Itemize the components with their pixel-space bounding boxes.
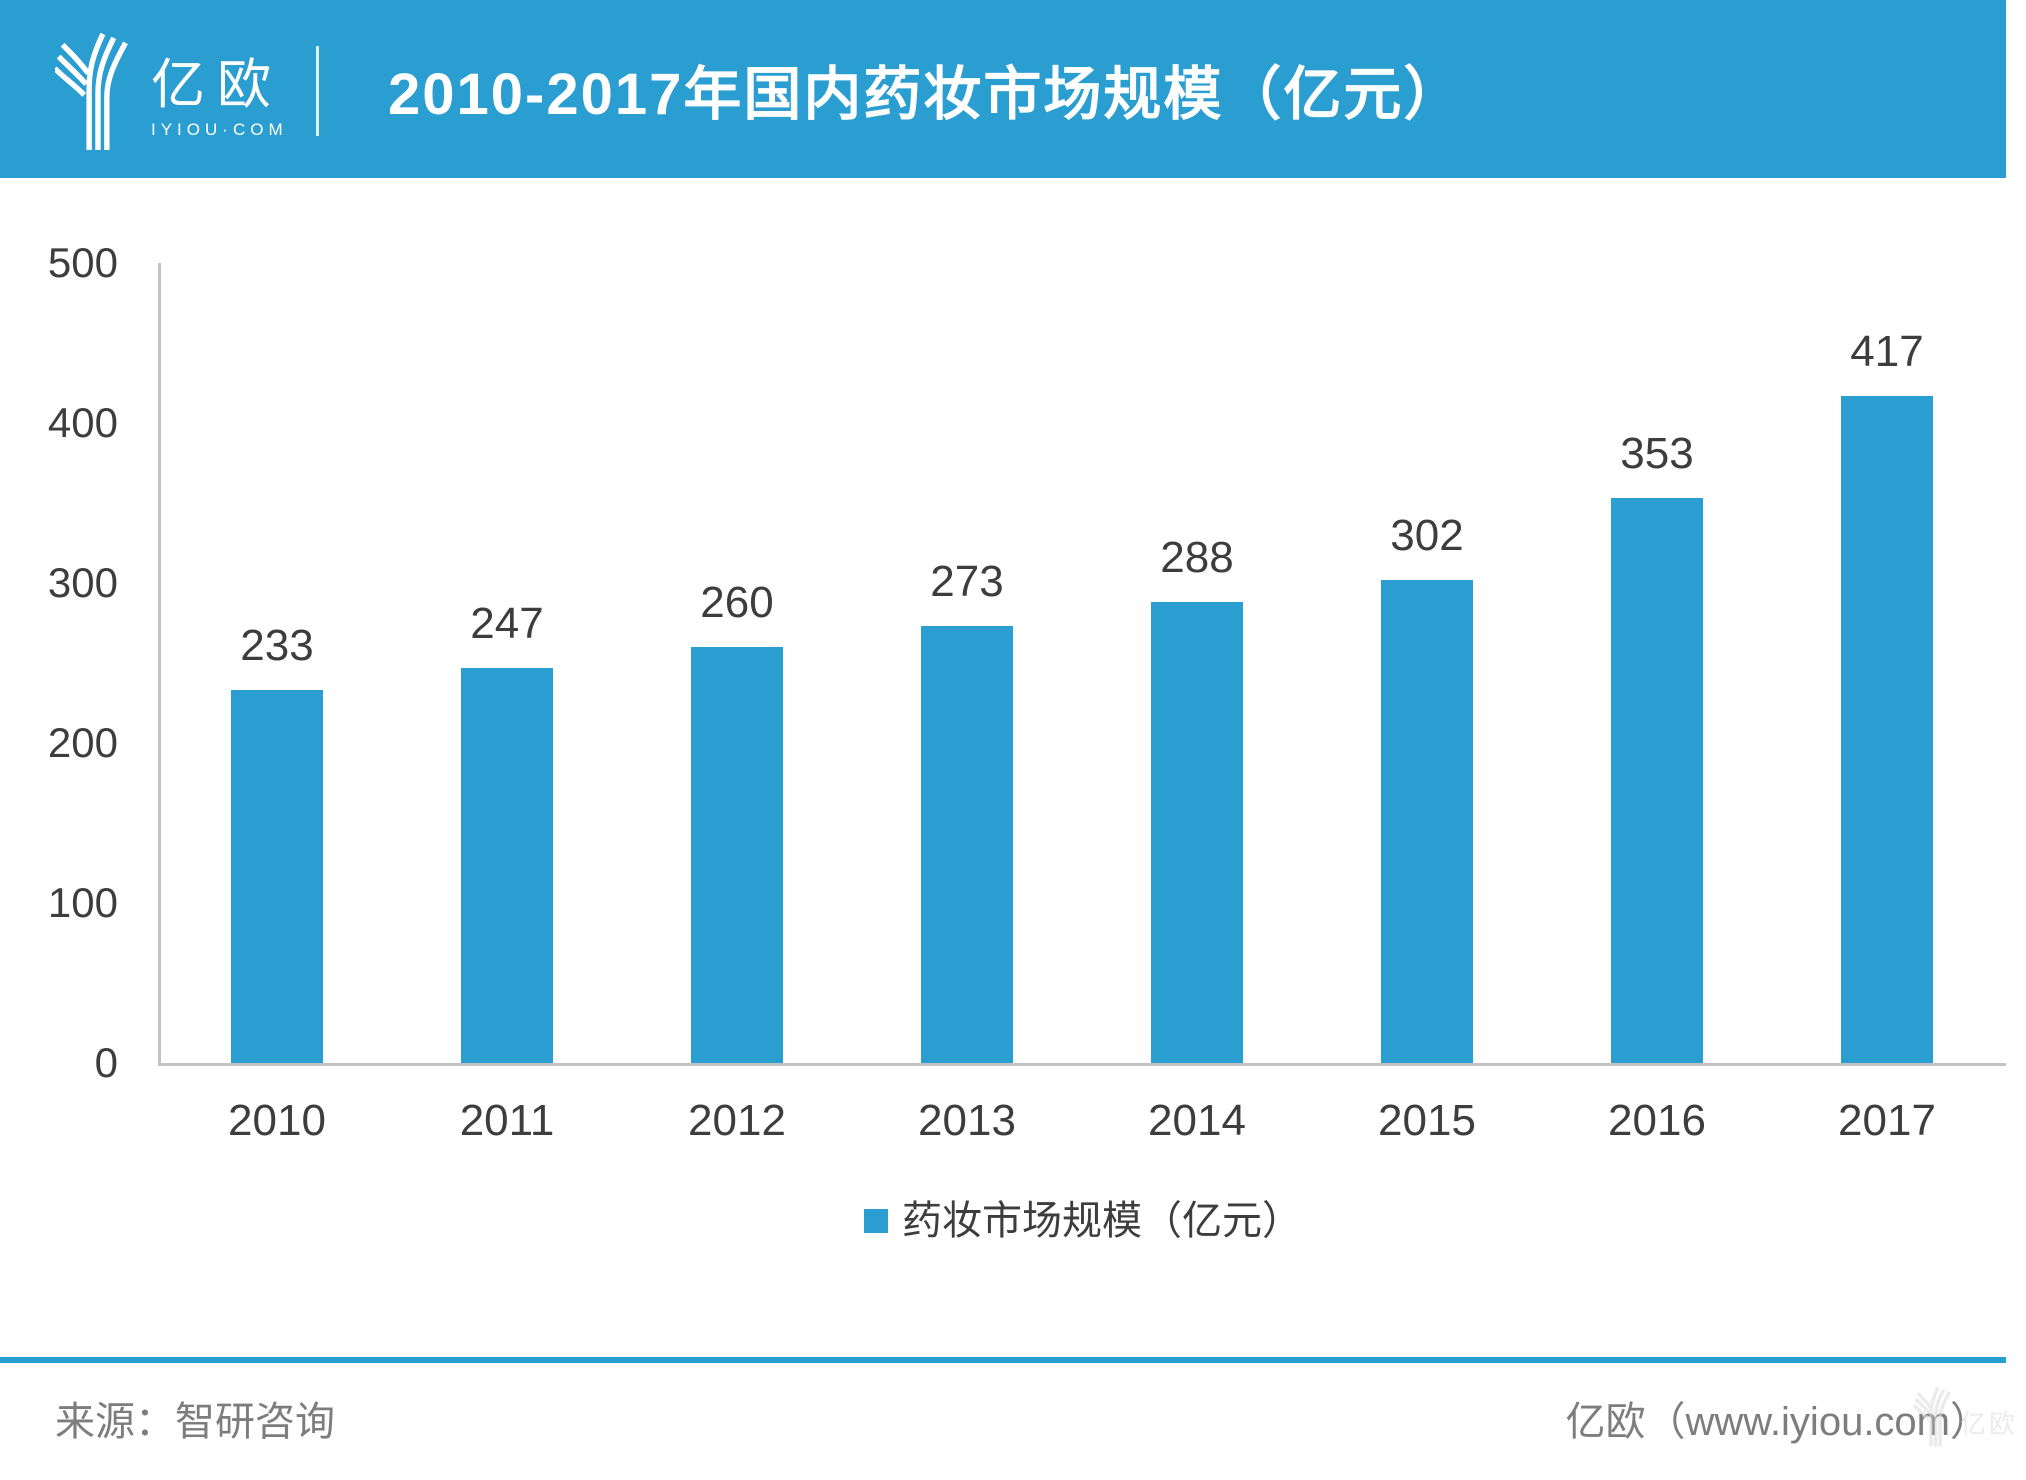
x-tick-2016: 2016 xyxy=(1608,1096,1706,1145)
bar-value-label-2012: 260 xyxy=(700,578,774,627)
logo-en-text: IYIOU·COM xyxy=(151,120,288,139)
x-tick-2012: 2012 xyxy=(688,1096,786,1145)
bar-value-label-2017: 417 xyxy=(1850,326,1924,376)
footer-divider xyxy=(0,1357,2006,1363)
bar-2015 xyxy=(1381,579,1473,1063)
watermark-cn-text: 亿欧 xyxy=(1959,1409,2018,1439)
x-tick-2015: 2015 xyxy=(1378,1096,1476,1145)
bar-2016 xyxy=(1611,498,1703,1063)
iyiou-logo: 亿欧 IYIOU·COM xyxy=(55,30,288,150)
y-tick-300: 300 xyxy=(47,559,118,606)
iyiou-watermark: 亿欧 xyxy=(1913,1385,2018,1447)
source-text: 来源：智研咨询 xyxy=(55,1400,335,1444)
bar-value-label-2013: 273 xyxy=(930,557,1004,607)
x-tick-2013: 2013 xyxy=(918,1096,1016,1145)
y-tick-0: 0 xyxy=(94,1039,118,1086)
bar-2014 xyxy=(1151,602,1243,1063)
bar-2010 xyxy=(231,690,323,1063)
bar-chart: 0 100 200 300 400 500 233 2010 247 2011 260 2012 27… xyxy=(0,178,2026,1298)
y-tick-100: 100 xyxy=(47,879,118,926)
bar-2013 xyxy=(921,626,1013,1063)
x-tick-2017: 2017 xyxy=(1838,1096,1936,1145)
iyiou-logo-mark-icon xyxy=(55,32,128,150)
bar-2011 xyxy=(461,667,553,1063)
bar-2012 xyxy=(691,647,783,1063)
logo-cn-text: 亿欧 xyxy=(151,55,283,115)
legend-swatch xyxy=(864,1209,888,1233)
iyiou-logo-text: 亿欧 IYIOU·COM xyxy=(151,58,288,138)
bar-value-label-2011: 247 xyxy=(470,598,544,648)
iyiou-watermark-icon xyxy=(1913,1386,1952,1447)
x-tick-2014: 2014 xyxy=(1148,1096,1246,1145)
page-title: 2010-2017年国内药妆市场规模（亿元） xyxy=(388,62,1464,127)
legend-label: 药妆市场规模（亿元） xyxy=(902,1199,1302,1243)
x-axis-line xyxy=(158,1063,2006,1066)
bar-value-label-2016: 353 xyxy=(1620,429,1694,479)
site-text: 亿欧（www.iyiou.com） xyxy=(1565,1400,1990,1444)
y-tick-500: 500 xyxy=(47,239,118,286)
legend: 药妆市场规模（亿元） xyxy=(864,1197,1302,1245)
x-tick-2011: 2011 xyxy=(459,1096,555,1145)
y-axis-line xyxy=(158,263,161,1066)
y-tick-400: 400 xyxy=(47,399,118,446)
y-tick-200: 200 xyxy=(47,719,118,766)
bar-value-label-2014: 288 xyxy=(1160,533,1234,583)
header-divider xyxy=(316,46,319,136)
x-tick-2010: 2010 xyxy=(228,1096,326,1145)
bar-value-label-2010: 233 xyxy=(240,621,314,671)
bar-2017 xyxy=(1841,395,1933,1063)
header-bar: 亿欧 IYIOU·COM 2010-2017年国内药妆市场规模（亿元） xyxy=(0,0,2006,178)
bar-value-label-2015: 302 xyxy=(1390,510,1464,560)
